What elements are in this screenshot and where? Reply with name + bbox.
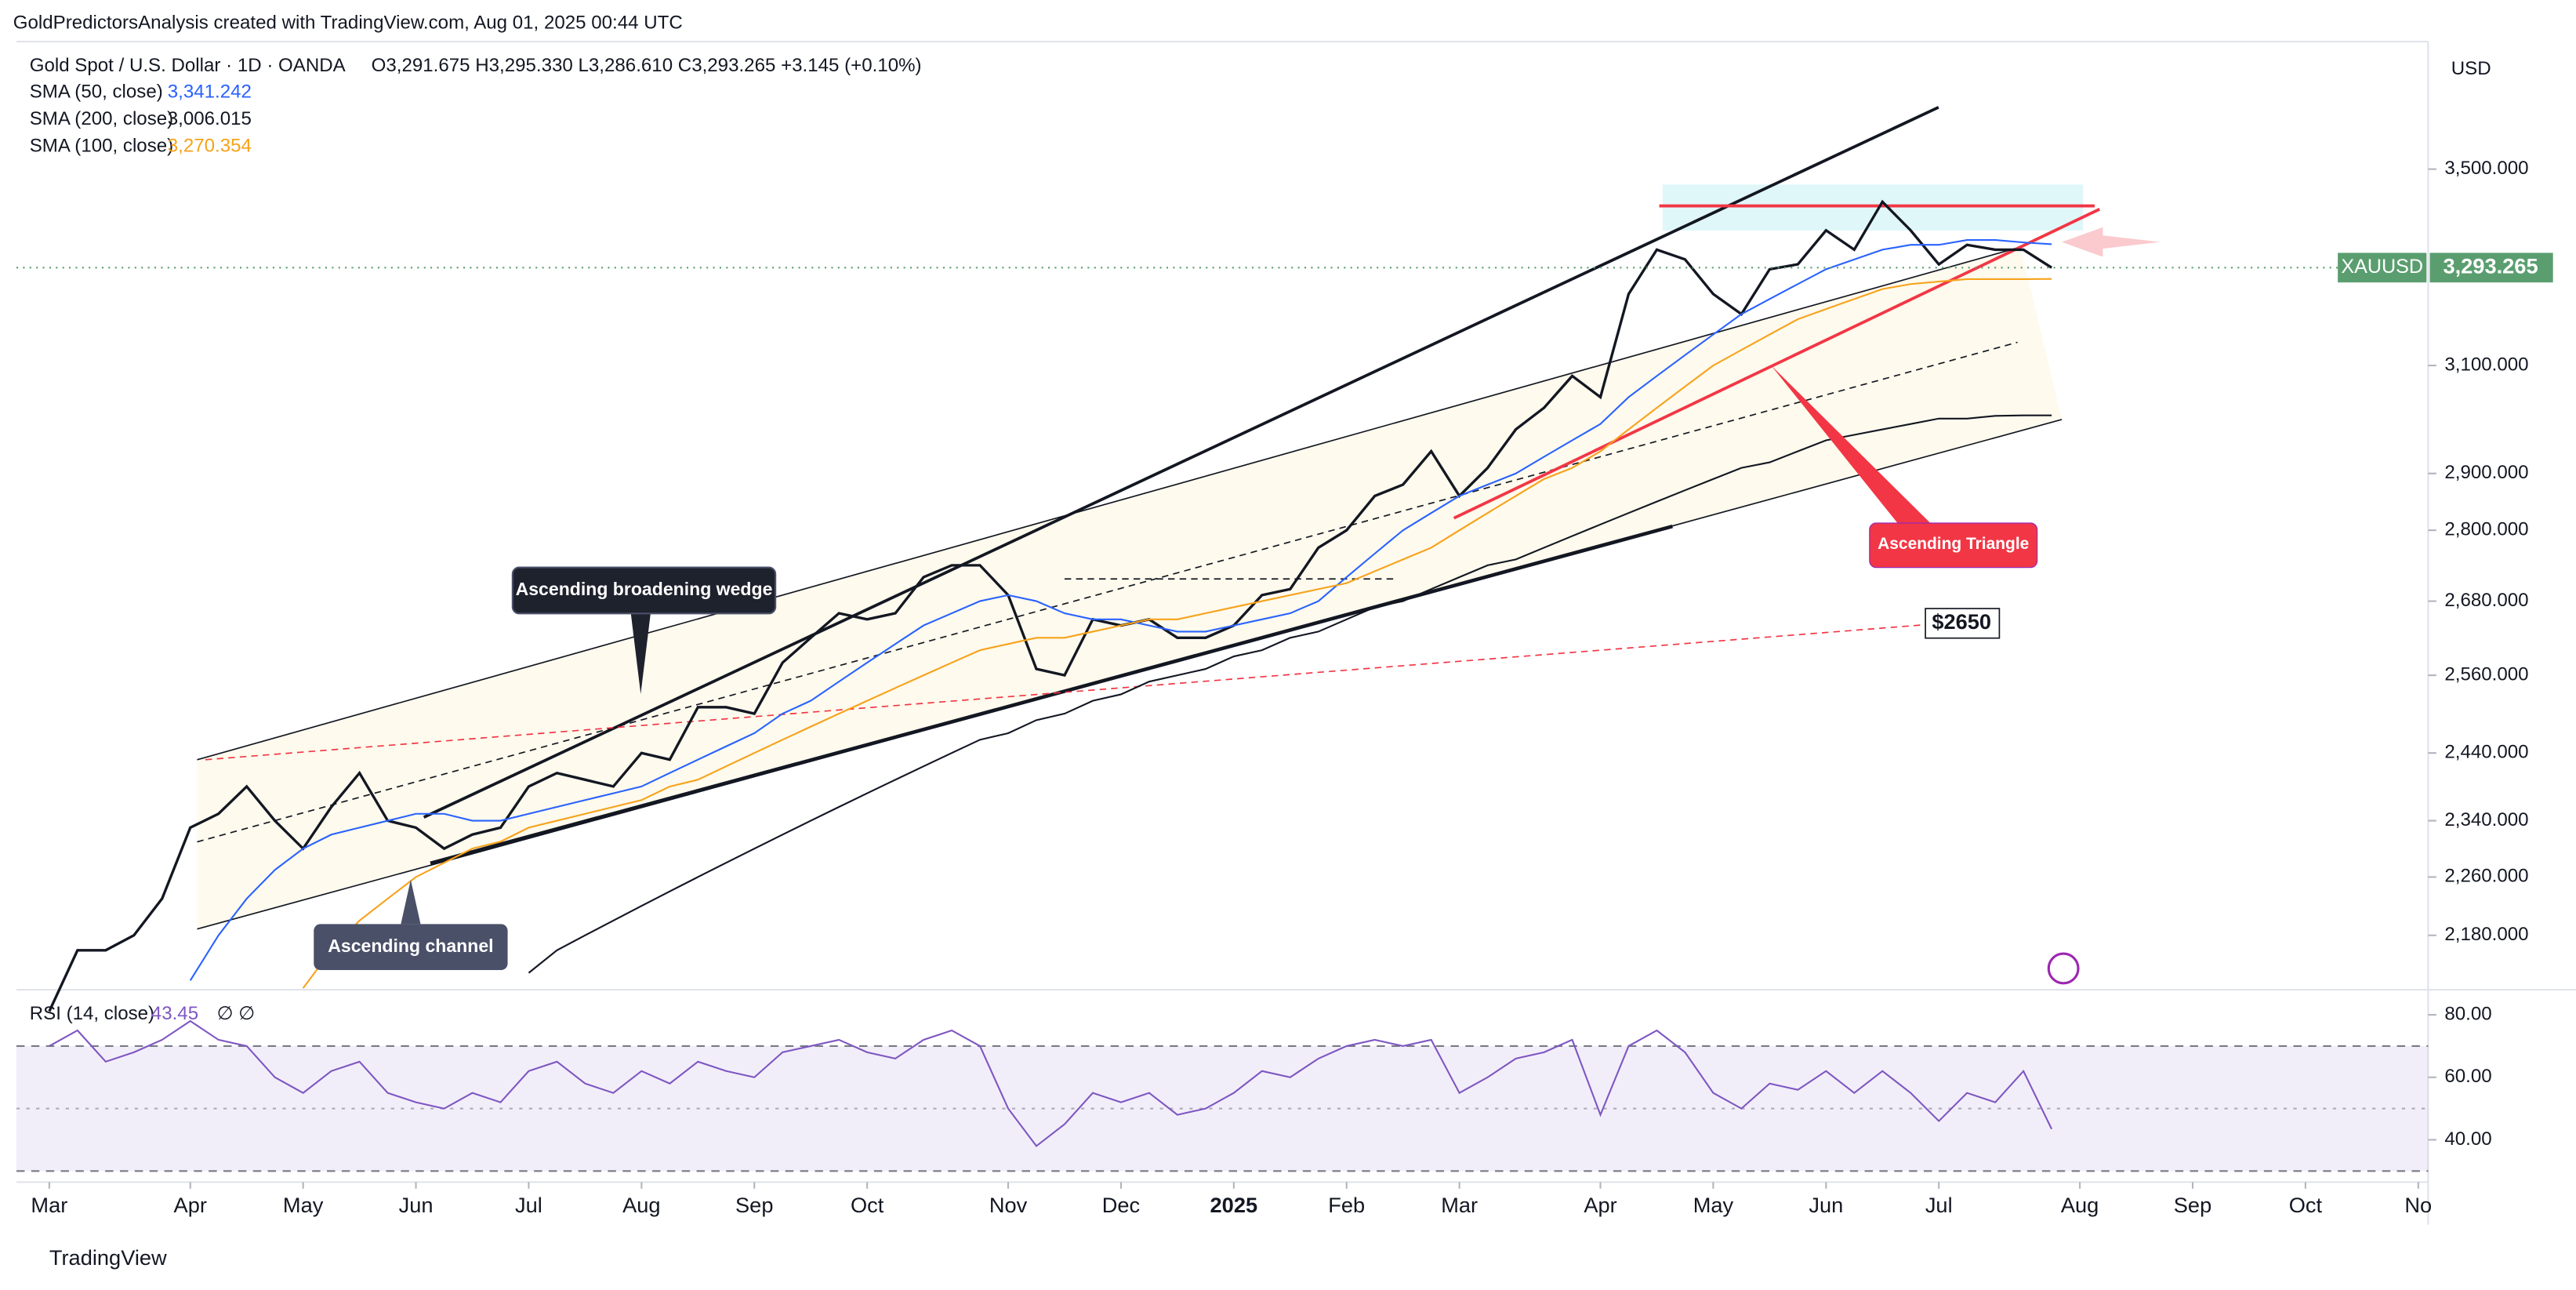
y-tick-label: 40.00 [2444,1128,2491,1150]
callout-text: Ascending broadening wedge [516,579,773,599]
x-tick-label: May [1693,1193,1734,1217]
triangle-line [1453,208,2101,520]
x-tick-label: Dec [1102,1193,1140,1217]
x-tick-label: Jul [515,1193,542,1217]
y-tick-label: 3,100.000 [2444,354,2528,375]
trendline [197,341,2018,843]
plot [16,199,2429,1172]
callout-text: Ascending channel [328,936,493,956]
callout [511,566,777,615]
icon[interactable] [2047,952,2080,985]
callout-pointer [1771,365,1931,524]
y-tick-label: 2,900.000 [2444,462,2528,483]
rsi-value: 43.45 [151,1003,198,1024]
series-line [528,414,2052,974]
y-tick-label: 2,440.000 [2444,742,2528,763]
rsi-band [16,1045,2429,1172]
series-line [48,199,2053,1012]
arrow [2062,227,2161,257]
legend-name: SMA (100, close) [30,135,173,156]
legend-value: 3,270.354 [168,135,252,156]
target-label: $2650 [1932,609,1991,634]
x-tick-label: Aug [622,1193,660,1217]
series-line [302,278,2052,989]
legend-value: 3,341.242 [168,81,252,102]
callout-text: Ascending Triangle [1878,535,2029,553]
x-tick-label: Feb [1328,1193,1365,1217]
x-tick-label: May [283,1193,324,1217]
trendline [430,524,1673,866]
symbol-tag [2338,253,2427,283]
footer: TradingView [49,1245,167,1270]
y-tick-label: 80.00 [2444,1003,2491,1024]
x-tick-label: Jun [399,1193,434,1217]
x-tick-label: Jul [1925,1193,1953,1217]
x-tick-label: Oct [2289,1193,2323,1217]
rsi-na: ∅ ∅ [217,1003,256,1024]
x-tick-label: No [2404,1193,2432,1217]
legend-value: 3,006.015 [168,108,252,129]
y-tick-label: 2,800.000 [2444,519,2528,540]
callout-pointer [630,613,651,694]
y-tick-label: 2,340.000 [2444,809,2528,830]
legend-name: SMA (200, close) [30,108,173,129]
series-line [189,238,2052,981]
x-tick-label: Nov [989,1193,1028,1217]
y-tick-label: 3,500.000 [2444,158,2528,179]
callout-pointer [401,879,421,925]
y-tick-label: 2,260.000 [2444,866,2528,887]
x-tick-label: Sep [735,1193,773,1217]
x-tick-label: Mar [1441,1193,1478,1217]
y-tick-label: 2,680.000 [2444,590,2528,611]
x-tick-label: Mar [31,1193,67,1217]
callout [1869,522,2038,569]
x-tick-label: 2025 [1210,1193,1258,1217]
x-tick-label: Apr [1584,1193,1616,1217]
rsi-title: RSI (14, close) [30,1003,154,1024]
y-tick-label: 2,560.000 [2444,663,2528,685]
x-tick-label: Aug [2061,1193,2099,1217]
trendlines [197,106,2161,930]
callout [314,924,508,971]
x-tick-label: Apr [174,1193,207,1217]
series-line [49,1019,2053,1147]
symbol-tag-text: XAUUSD [2341,256,2423,278]
y-tick-label: 2,180.000 [2444,924,2528,945]
ohlc: O3,291.675 H3,295.330 L3,286.610 C3,293.… [372,55,922,76]
target-box [1925,608,2001,639]
x-tick-label: Jun [1809,1193,1843,1217]
x-tick-label: Oct [851,1193,884,1217]
axis-unit: USD [2451,58,2491,79]
legend-name: SMA (50, close) [30,81,163,102]
price-tag-text: 3,293.265 [2443,253,2538,278]
price-tag [2429,253,2553,283]
credit: GoldPredictorsAnalysis created with Trad… [13,12,683,33]
y-tick-label: 60.00 [2444,1066,2491,1087]
range-box [1662,184,2084,231]
callouts: Ascending broadening wedge Ascending cha… [314,365,2080,985]
chart-title: Gold Spot / U.S. Dollar · 1D · OANDA [30,55,346,76]
trendline [423,106,1939,819]
x-tick-label: Sep [2174,1193,2211,1217]
